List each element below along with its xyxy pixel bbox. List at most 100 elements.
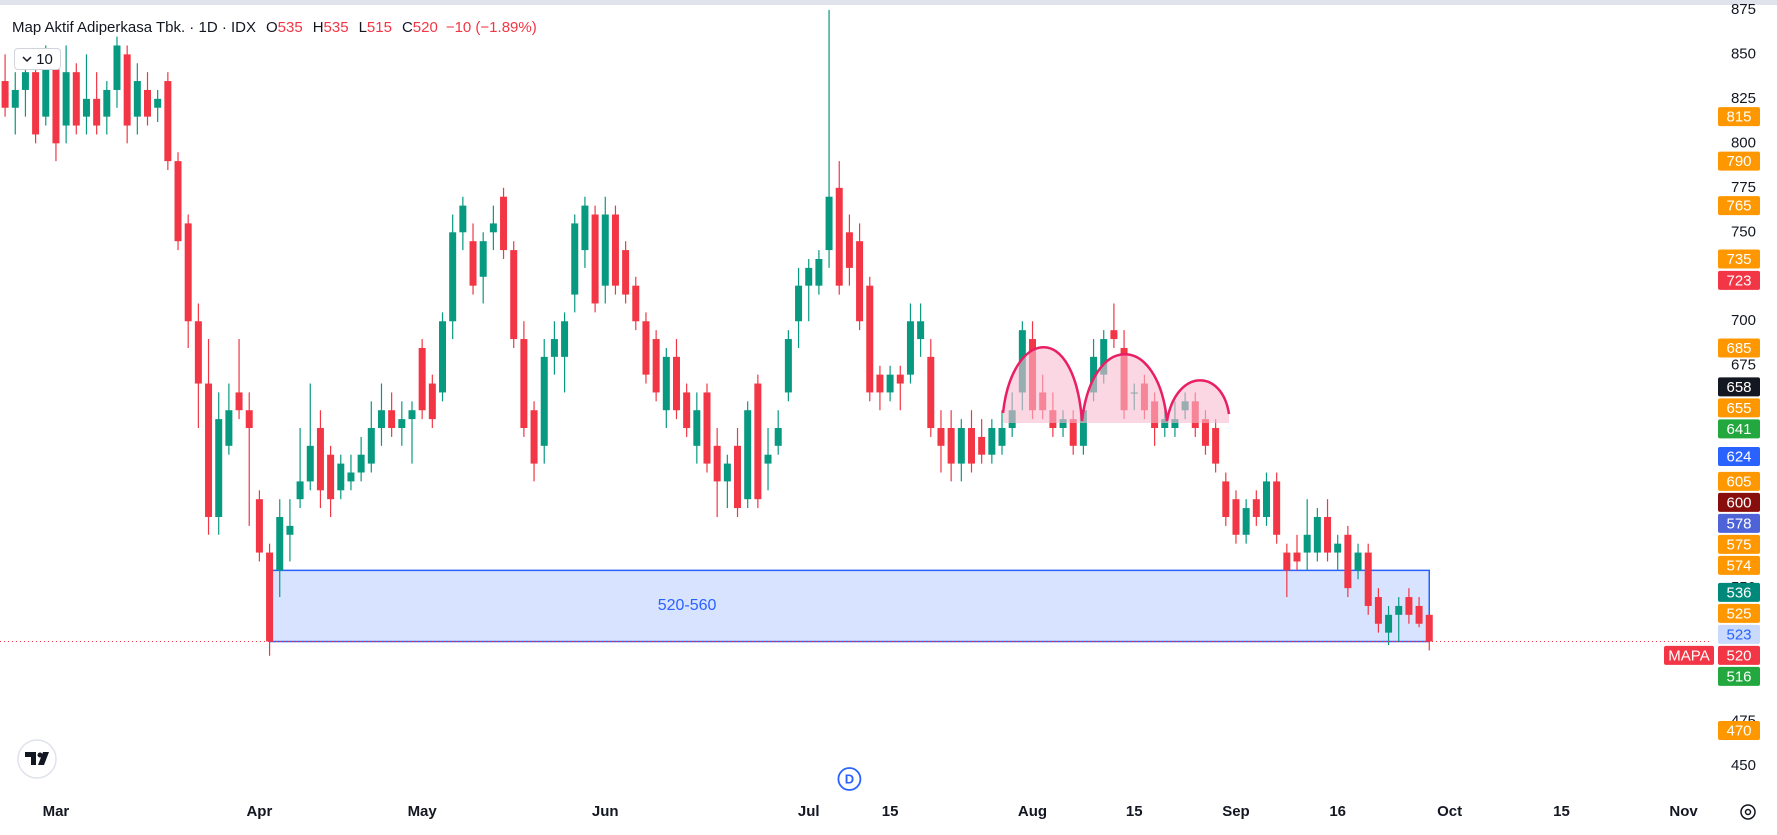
candle-body [357,454,365,473]
price-badge-label: 516 [1726,668,1751,685]
ohlc-key: C [401,19,413,36]
candle-body [1262,481,1270,517]
candle-body [886,374,894,393]
candle-body [347,472,355,482]
chevron[interactable] [22,55,32,63]
candle-body [754,383,762,500]
gear-inner[interactable] [1744,808,1752,816]
candle-body [937,428,945,446]
candle-body [286,525,294,535]
symbol-title: Map Aktif Adiperkasa Tbk. · 1D · IDX [12,19,256,36]
ohlc-key: L [358,19,367,36]
candle-body [449,232,457,322]
candle-body [215,419,223,517]
candle-body [723,463,731,482]
logo-mark [25,752,36,765]
price-badge [1718,666,1760,686]
candle-body [235,392,243,411]
legend: Map Aktif Adiperkasa Tbk. · 1D · IDX O535… [12,19,537,36]
candle-body [93,98,101,126]
candle-body [327,454,335,500]
candle-body [306,445,314,482]
x-tick-label: Sep [1222,803,1250,820]
indicators-toggle[interactable]: 10 [14,48,61,70]
logo-dot [37,752,43,758]
price-badge [1718,513,1760,533]
candle-body [500,196,508,251]
price-badge-label: 536 [1726,584,1751,601]
price-badge-label: 624 [1726,448,1751,465]
candle-body [530,410,538,464]
candle-body [428,383,436,420]
candle-body [652,339,660,393]
candle-body [1354,552,1362,571]
candle-body [1334,543,1342,553]
dividend-label: D [845,771,854,786]
x-tick-label: Nov [1669,803,1698,820]
candle-body [255,499,263,553]
candle-body [42,63,50,117]
candle-body [774,428,782,446]
ohlc-value: 535 [323,19,349,36]
candle-body [601,214,609,286]
candle-body [581,205,589,251]
price-badge [1718,624,1760,644]
candle-body [632,285,640,322]
logo-circle [17,739,57,779]
candle-body [1374,597,1382,624]
candle-body [764,454,772,464]
candle-body [622,250,630,295]
symbol-label: MAPA [1668,647,1709,664]
candle-body [1415,605,1423,624]
candle-body [194,321,202,384]
zone-box [268,569,1431,643]
price-badge-label: 520 [1726,647,1751,664]
candle-body [367,428,375,464]
candle-body [439,321,447,393]
gear-outer[interactable] [1740,804,1756,820]
candle-body [459,205,467,233]
candle-body [571,223,579,295]
y-tick-label: 775 [1731,179,1756,196]
candle-body [1405,597,1413,615]
price-badge [1718,419,1760,439]
candle-body [123,54,131,126]
ohlc-value: 515 [366,19,392,36]
candle-body [1364,552,1372,606]
tradingview-logo [17,739,57,779]
candle-body [337,463,345,491]
candle-body [72,72,80,126]
price-badge [1718,446,1760,466]
candle-body [1283,552,1291,571]
candle-body [1201,419,1209,446]
price-badge [1718,645,1760,665]
last-price-layer: D [0,641,1709,791]
indicator-count[interactable]: 10 [36,50,53,68]
settings-icon[interactable] [1740,804,1756,820]
ohlc-value: 520 [412,19,438,36]
y-tick-label: 800 [1731,134,1756,151]
candle-body [876,374,884,393]
candle-body [734,445,742,509]
x-tick-label: Oct [1437,803,1462,820]
price-badge [1718,398,1760,418]
candle-body [550,339,558,357]
candle-body [225,410,233,446]
candle-body [520,339,528,429]
candle-body [32,72,40,135]
candle-body [398,419,406,429]
price-badge-label: 655 [1726,400,1751,417]
candle-body [906,321,914,375]
candle-body [266,552,274,642]
candle-body [144,89,152,117]
candle-body [784,339,792,393]
candle-body [489,223,497,233]
candle-body [469,241,477,286]
candle-body [611,214,619,286]
symbol-badge [1664,645,1714,665]
candle-body [805,267,813,286]
candle-body [703,392,711,464]
price-badge-label: 815 [1726,109,1751,126]
x-tick-label: 15 [1126,803,1143,820]
price-badge-label: 685 [1726,340,1751,357]
